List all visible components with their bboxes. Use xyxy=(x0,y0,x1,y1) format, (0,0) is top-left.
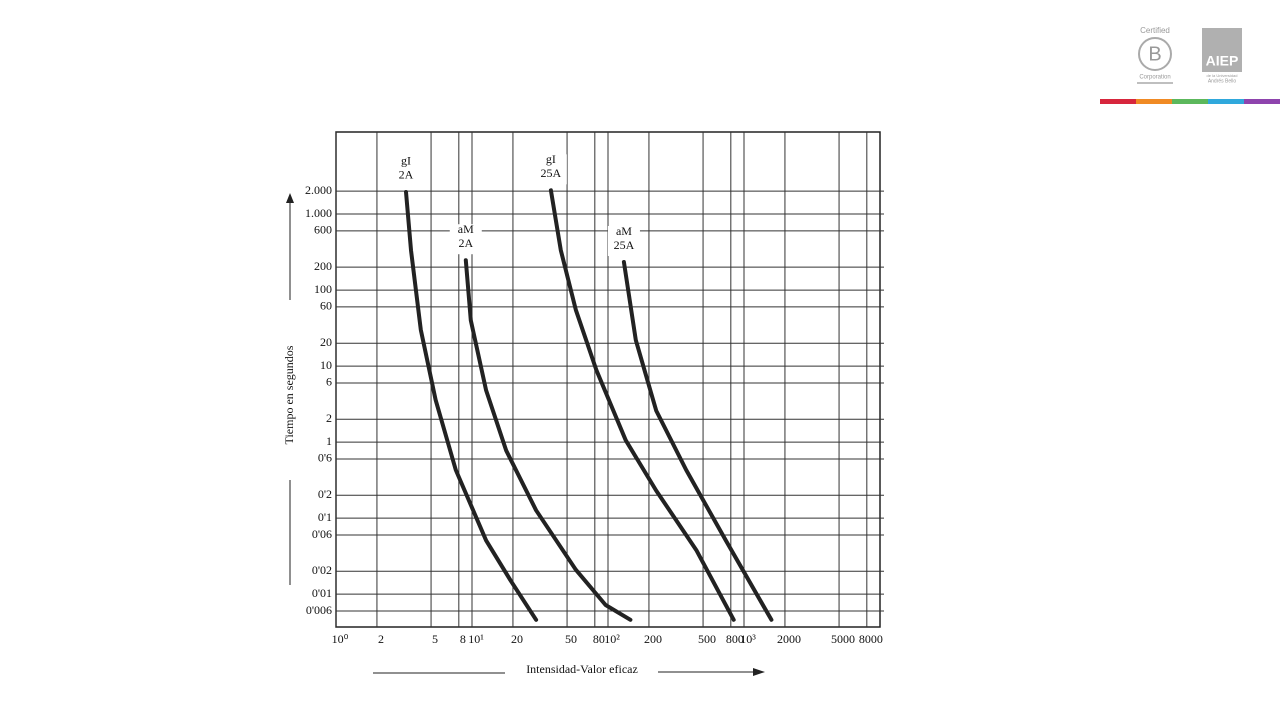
y-tick-label: 60 xyxy=(320,299,332,313)
x-tick-label: 2 xyxy=(378,632,384,646)
x-tick-label: 800 xyxy=(726,632,744,646)
x-arrowhead xyxy=(753,668,765,676)
x-tick-label: 8000 xyxy=(859,632,883,646)
x-tick-label: 8 xyxy=(460,632,466,646)
series-label: aM xyxy=(616,224,632,238)
series-label: 25A xyxy=(541,166,562,180)
fuse-curve xyxy=(404,190,539,622)
y-tick-label: 0'2 xyxy=(318,487,332,501)
y-axis-label: Tiempo en segundos xyxy=(282,345,296,444)
y-tick-label: 0'02 xyxy=(312,563,332,577)
y-tick-label: 0'01 xyxy=(312,586,332,600)
y-tick-label: 20 xyxy=(320,335,332,349)
y-tick-label: 200 xyxy=(314,259,332,273)
aiep-block xyxy=(1202,28,1242,72)
y-arrowhead xyxy=(286,193,294,203)
x-tick-label: 200 xyxy=(644,632,662,646)
x-tick-label: 5 xyxy=(432,632,438,646)
series-label: aM xyxy=(458,222,474,236)
x-tick-label: 500 xyxy=(698,632,716,646)
andres-bello: Andrés Bello xyxy=(1208,78,1237,84)
corporation: Corporation xyxy=(1139,75,1170,81)
x-tick-label: 10² xyxy=(604,632,620,646)
y-tick-label: 0'1 xyxy=(318,510,332,524)
fuse-curve xyxy=(548,188,736,622)
y-tick-label: 2 xyxy=(326,411,332,425)
y-tick-label: 0'06 xyxy=(312,527,332,541)
x-tick-label: 20 xyxy=(511,632,523,646)
y-tick-label: 1 xyxy=(326,434,332,448)
y-tick-label: 0'6 xyxy=(318,451,332,465)
y-tick-label: 100 xyxy=(314,282,332,296)
fuse-curve xyxy=(621,260,774,622)
certified: Certified xyxy=(1140,26,1170,35)
b-circle xyxy=(1138,37,1172,71)
y-tick-label: 1.000 xyxy=(305,206,332,220)
fuse-curve xyxy=(463,258,633,622)
x-tick-label: 50 xyxy=(565,632,577,646)
stripe-segment xyxy=(1100,99,1136,104)
series-label: 2A xyxy=(458,236,473,250)
stripe-segment xyxy=(1208,99,1244,104)
x-tick-label: 5000 xyxy=(831,632,855,646)
logos: Certified B Corporation AIEP de la Unive… xyxy=(1137,26,1242,84)
series-label: 25A xyxy=(614,238,635,252)
x-tick-label: 2000 xyxy=(777,632,801,646)
x-tick-label: 80 xyxy=(593,632,605,646)
y-tick-label: 600 xyxy=(314,223,332,237)
color-stripe xyxy=(1100,99,1280,104)
series-label: gI xyxy=(401,154,411,168)
series-label: 2A xyxy=(399,168,414,182)
b-letter: B xyxy=(1148,43,1161,65)
x-tick-label: 10¹ xyxy=(468,632,484,646)
label-bg xyxy=(534,154,567,185)
series-label: gI xyxy=(546,152,556,166)
x-tick-label: 10³ xyxy=(740,632,756,646)
label-bg xyxy=(449,224,482,255)
university: de la Universidad xyxy=(1207,73,1238,78)
y-tick-label: 2.000 xyxy=(305,183,332,197)
y-tick-label: 0'006 xyxy=(306,603,332,617)
x-tick-label: 10⁰ xyxy=(332,632,349,646)
aiep: AIEP xyxy=(1206,53,1239,69)
stripe-segment xyxy=(1136,99,1172,104)
grid xyxy=(335,132,884,627)
stripe-segment xyxy=(1172,99,1208,104)
stripe-segment xyxy=(1244,99,1280,104)
x-axis-label: Intensidad-Valor eficaz xyxy=(526,662,638,676)
y-tick-label: 6 xyxy=(326,375,332,389)
y-tick-label: 10 xyxy=(320,358,332,372)
label-bg xyxy=(607,226,640,257)
label-bg xyxy=(389,155,422,186)
